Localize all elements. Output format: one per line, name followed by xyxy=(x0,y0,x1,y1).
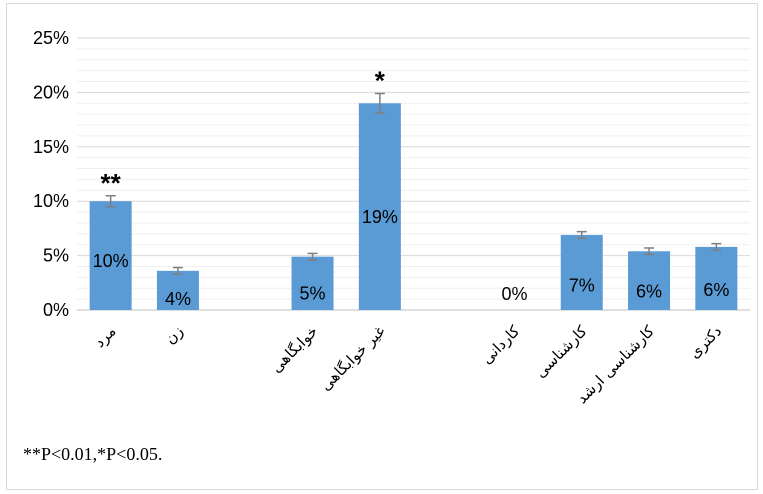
gridlines xyxy=(77,37,750,311)
bar xyxy=(560,234,603,310)
bar xyxy=(358,103,401,310)
bar xyxy=(89,201,132,310)
bar-chart: 0% 5% 10% 15% 20% 25% 10% ** مرد 4% زن 5% خوابگاهی 19… xyxy=(33,28,750,407)
category-label: کاردانی xyxy=(478,321,524,367)
category-label: مرد xyxy=(90,322,119,351)
data-label: 0% xyxy=(501,284,527,304)
data-label: 19% xyxy=(362,207,398,227)
bars xyxy=(89,92,738,310)
category-label: خوابگاهی xyxy=(267,322,321,376)
data-label: 7% xyxy=(569,275,595,295)
significance-mark: ** xyxy=(101,168,122,198)
significance-mark: * xyxy=(375,65,386,95)
bar xyxy=(628,251,671,310)
category-label: زن xyxy=(161,322,187,348)
y-tick-label: 0% xyxy=(43,300,69,320)
category-label: کارشناسی xyxy=(531,322,591,382)
data-label: 6% xyxy=(703,280,729,300)
bar xyxy=(156,270,199,310)
data-label: 5% xyxy=(300,284,326,304)
bar xyxy=(291,256,334,310)
data-label: 10% xyxy=(93,251,129,271)
category-label: غیر خوابگاهی xyxy=(317,322,389,394)
y-tick-label: 25% xyxy=(33,28,69,48)
category-label: دکتری xyxy=(685,322,725,362)
labels: 0% 5% 10% 15% 20% 25% 10% ** مرد 4% زن 5% خوابگاهی 19… xyxy=(33,28,729,407)
y-tick-label: 20% xyxy=(33,82,69,102)
bar xyxy=(695,246,738,310)
data-label: 4% xyxy=(165,289,191,309)
data-label: 6% xyxy=(636,282,662,302)
y-tick-label: 5% xyxy=(43,246,69,266)
y-tick-label: 10% xyxy=(33,191,69,211)
chart-frame: 0% 5% 10% 15% 20% 25% 10% ** مرد 4% زن 5% خوابگاهی 19… xyxy=(6,3,758,490)
y-tick-label: 15% xyxy=(33,137,69,157)
footnote: **P<0.01,*P<0.05. xyxy=(23,444,163,464)
